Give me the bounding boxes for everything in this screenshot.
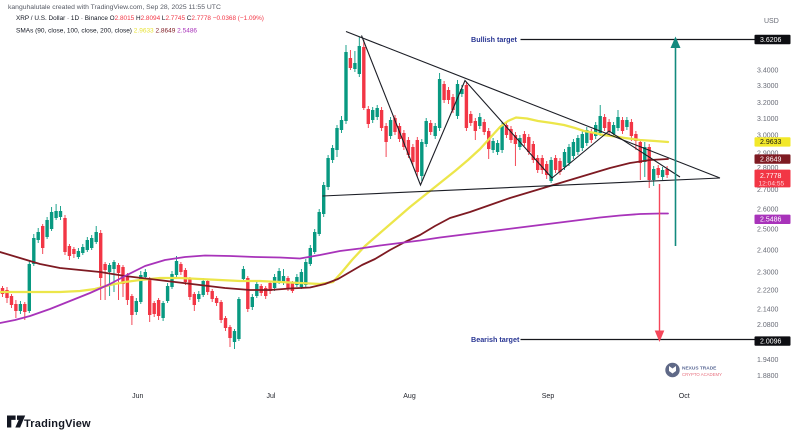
svg-text:3.2000: 3.2000	[757, 100, 779, 107]
svg-text:Aug: Aug	[403, 393, 416, 400]
svg-text:12:04:55: 12:04:55	[759, 181, 785, 188]
svg-text:Bullish target: Bullish target	[471, 35, 518, 44]
svg-text:NEXUS TRADE: NEXUS TRADE	[682, 366, 717, 372]
svg-text:2.0096: 2.0096	[760, 338, 782, 345]
svg-text:2.2200: 2.2200	[757, 288, 779, 295]
svg-text:XRP / U.S. Dollar · 1D · Binan: XRP / U.S. Dollar · 1D · Binance O2.8015…	[16, 15, 264, 22]
svg-text:USD: USD	[764, 18, 779, 25]
svg-text:3.6206: 3.6206	[760, 37, 782, 44]
svg-text:2.7000: 2.7000	[757, 187, 779, 194]
svg-text:3.0000: 3.0000	[757, 133, 779, 140]
svg-text:1.8800: 1.8800	[757, 373, 779, 380]
svg-text:Jun: Jun	[132, 393, 143, 400]
svg-text:2.3000: 2.3000	[757, 270, 779, 277]
svg-text:2.7778: 2.7778	[760, 173, 782, 180]
svg-text:3.3000: 3.3000	[757, 83, 779, 90]
svg-text:2.5000: 2.5000	[757, 227, 779, 234]
svg-text:Oct: Oct	[679, 393, 690, 400]
svg-text:2.4000: 2.4000	[757, 248, 779, 255]
svg-text:2.6000: 2.6000	[757, 207, 779, 214]
svg-text:2.5486: 2.5486	[760, 217, 782, 224]
svg-text:Sep: Sep	[542, 393, 555, 400]
svg-text:Bearish target: Bearish target	[471, 335, 520, 344]
svg-text:Jul: Jul	[267, 393, 276, 400]
svg-text:2.8649: 2.8649	[760, 156, 782, 163]
svg-text:2.9633: 2.9633	[760, 139, 782, 146]
svg-text:2.0800: 2.0800	[757, 322, 779, 329]
svg-text:SMAs (90, close, 100, close, 2: SMAs (90, close, 100, close, 200, close)…	[16, 28, 197, 35]
svg-text:2.9000: 2.9000	[757, 150, 779, 157]
svg-text:2.8000: 2.8000	[757, 165, 779, 172]
svg-text:3.1000: 3.1000	[757, 116, 779, 123]
svg-text:TradingView: TradingView	[24, 418, 91, 430]
svg-text:3.4000: 3.4000	[757, 68, 779, 75]
svg-text:CRYPTO ACADEMY: CRYPTO ACADEMY	[682, 372, 722, 377]
svg-text:2.1400: 2.1400	[757, 307, 779, 314]
svg-text:1.9400: 1.9400	[757, 357, 779, 364]
svg-text:kanguhalutale created with Tra: kanguhalutale created with TradingView.c…	[8, 4, 221, 11]
